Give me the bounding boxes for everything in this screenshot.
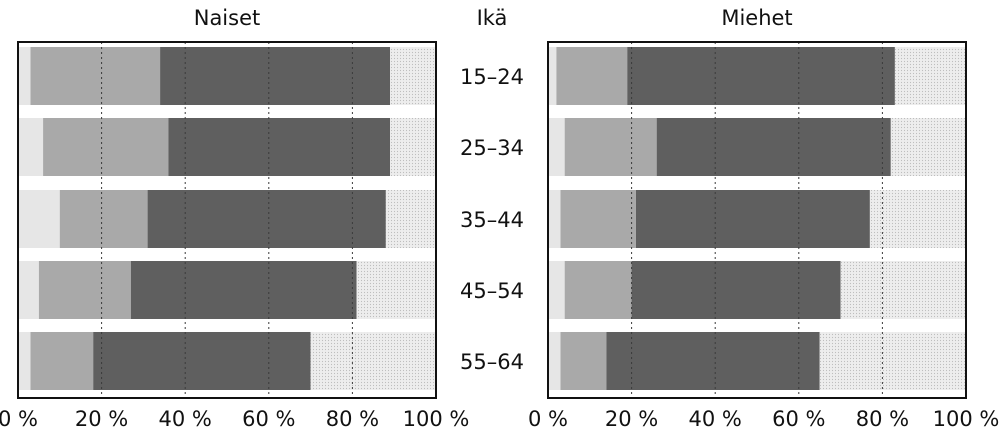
bar-segment (840, 261, 966, 319)
bar-segment (18, 118, 44, 176)
bar-segment (130, 261, 357, 319)
bar-segment (310, 332, 436, 390)
bar-segment (18, 261, 39, 319)
x-tick-label: 40 % (689, 407, 742, 431)
bar-segment (560, 332, 607, 390)
panel-1: 0 % 20 % 40 % 60 % 80 % 100 % (528, 41, 1000, 431)
age-header: Ikä (477, 6, 508, 30)
x-tick-label: 0 % (0, 407, 38, 431)
bar-segment (30, 47, 161, 105)
title-naiset: Naiset (194, 6, 261, 30)
bar-segment (548, 332, 561, 390)
age-label: 45–54 (460, 279, 524, 303)
bar-segment (30, 332, 94, 390)
bar-segment (160, 47, 390, 105)
bar-segment (385, 190, 436, 248)
bar-segment (548, 118, 565, 176)
bar-segment (894, 47, 966, 105)
bar-segment (564, 118, 657, 176)
age-label: 25–34 (460, 136, 524, 160)
bar-segment (819, 332, 966, 390)
bar-segment (59, 190, 148, 248)
bar-segment (18, 47, 31, 105)
bar-segment (548, 47, 557, 105)
x-tick-label: 20 % (605, 407, 658, 431)
bar-segment (168, 118, 390, 176)
plot-frame (17, 41, 437, 399)
bar-segment (564, 261, 632, 319)
x-tick-label: 80 % (856, 407, 909, 431)
age-label: 55–64 (460, 350, 524, 374)
x-tick-label: 100 % (933, 407, 1000, 431)
bar-segment (869, 190, 966, 248)
panel-0: 0 % 20 % 40 % 60 % 80 % 100 % (0, 41, 470, 431)
bar-segment (548, 261, 565, 319)
x-tick-label: 60 % (772, 407, 825, 431)
bar-segment (38, 261, 131, 319)
bar-segment (631, 261, 841, 319)
bar-segment (635, 190, 870, 248)
bar-segment (606, 332, 820, 390)
age-labels: 15–24 25–34 35–44 45–54 55–64 (460, 65, 524, 374)
bar-segment (556, 47, 628, 105)
x-tick-label: 0 % (528, 407, 568, 431)
x-tick-label: 20 % (75, 407, 128, 431)
bar-segment (890, 118, 966, 176)
bar-segment (390, 47, 436, 105)
title-miehet: Miehet (721, 6, 792, 30)
x-tick-label: 100 % (403, 407, 470, 431)
bar-segment (560, 190, 636, 248)
bar-segment (627, 47, 895, 105)
x-tick-label: 40 % (159, 407, 212, 431)
age-label: 15–24 (460, 65, 524, 89)
plot-frame (547, 41, 967, 399)
bar-segment (656, 118, 891, 176)
bar-segment (147, 190, 386, 248)
x-tick-label: 80 % (326, 407, 379, 431)
bar-segment (93, 332, 311, 390)
bar-segment (18, 332, 31, 390)
bar-segment (548, 190, 561, 248)
chart-panels: 0 % 20 % 40 % 60 % 80 % 100 % 0 % 20 % 40 % 60 % 8… (0, 41, 1000, 431)
age-label: 35–44 (460, 208, 524, 232)
bar-segment (390, 118, 436, 176)
bar-segment (43, 118, 169, 176)
x-tick-label: 60 % (242, 407, 295, 431)
bar-segment (356, 261, 436, 319)
bar-segment (18, 190, 60, 248)
